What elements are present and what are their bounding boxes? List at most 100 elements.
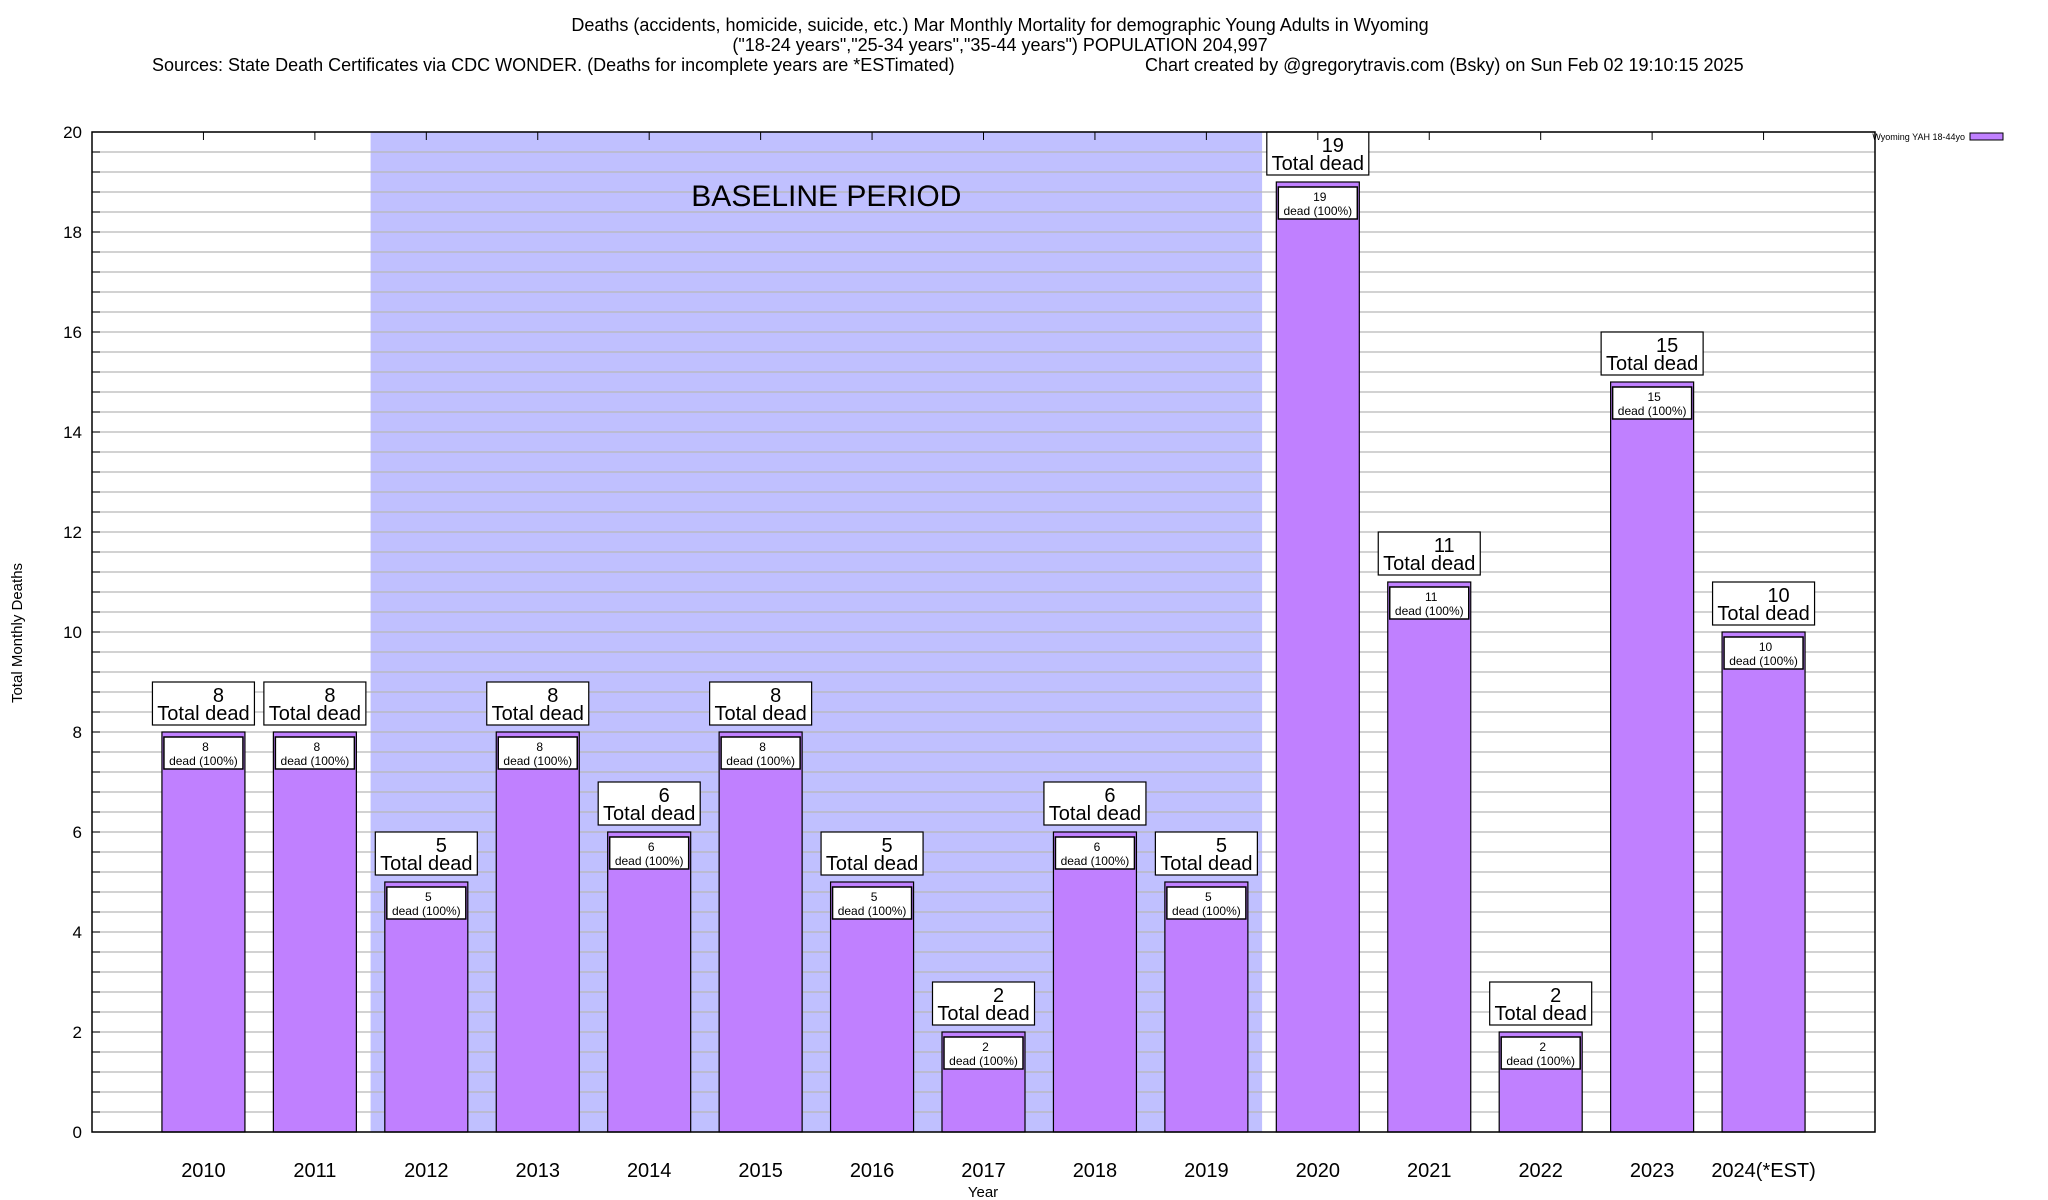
inner-label-value: 5	[871, 890, 878, 904]
inner-label-value: 8	[536, 740, 543, 754]
inner-label-text: dead (100%)	[169, 754, 238, 768]
inner-label-text: dead (100%)	[1395, 604, 1464, 618]
x-tick-label: 2021	[1407, 1160, 1452, 1182]
y-tick-label: 8	[73, 723, 82, 742]
x-tick-label: 2016	[850, 1160, 895, 1182]
y-tick-label: 0	[73, 1123, 82, 1142]
bar-2010	[161, 731, 246, 1133]
inner-label-value: 15	[1647, 390, 1661, 404]
top-label-box	[374, 831, 478, 876]
bar-2011	[272, 731, 357, 1133]
top-label-value: 8	[770, 685, 781, 707]
x-tick-label: 2022	[1518, 1160, 1563, 1182]
inner-label-value: 8	[759, 740, 766, 754]
top-label-text: Total dead	[269, 703, 361, 725]
y-tick-label: 6	[73, 823, 82, 842]
bar-2013	[495, 731, 580, 1133]
top-label-box	[151, 681, 256, 726]
inner-label-box	[386, 886, 467, 920]
top-label-text: Total dead	[1272, 153, 1364, 175]
inner-label-value: 8	[202, 740, 209, 754]
top-label-value: 10	[1767, 585, 1789, 607]
x-tick-label: 2015	[738, 1160, 783, 1182]
top-label-text: Total dead	[1495, 1003, 1587, 1025]
x-tick-label: 2010	[181, 1160, 226, 1182]
inner-label-value: 19	[1313, 190, 1327, 204]
chart-title-line-1: Deaths (accidents, homicide, suicide, et…	[571, 15, 1428, 35]
top-label-box	[1489, 981, 1593, 1026]
inner-label-text: dead (100%)	[1506, 1054, 1575, 1068]
top-label-value: 8	[547, 685, 558, 707]
inner-label-text: dead (100%)	[726, 754, 795, 768]
top-label-text: Total dead	[1606, 353, 1698, 375]
inner-label-text: dead (100%)	[1061, 854, 1130, 868]
inner-label-text: dead (100%)	[281, 754, 350, 768]
top-label-box	[1600, 331, 1704, 376]
inner-label-box	[274, 736, 356, 770]
inner-label-box	[720, 736, 801, 770]
inner-label-text: dead (100%)	[1729, 654, 1798, 668]
top-label-box	[486, 681, 590, 726]
y-tick-label: 20	[63, 123, 82, 142]
x-tick-label: 2017	[961, 1160, 1006, 1182]
inner-label-box	[1166, 886, 1247, 920]
inner-label-text: dead (100%)	[615, 854, 684, 868]
x-tick-label: 2023	[1630, 1160, 1675, 1182]
bar-2015	[718, 731, 803, 1133]
bar-2014	[607, 831, 692, 1133]
chart-title-line-2: ("18-24 years","25-34 years","35-44 year…	[732, 35, 1267, 55]
legend-label: Wyoming YAH 18-44yo	[1872, 132, 1965, 142]
plot-frame	[91, 131, 1876, 1133]
top-label-box	[1154, 831, 1258, 876]
inner-label-box	[943, 1036, 1024, 1070]
top-label-text: Total dead	[826, 853, 918, 875]
inner-label-box	[608, 836, 690, 870]
y-tick-label: 16	[63, 323, 82, 342]
inner-label-text: dead (100%)	[1283, 204, 1352, 218]
top-label-text: Total dead	[603, 803, 695, 825]
inner-label-value: 11	[1425, 590, 1438, 604]
legend-swatch	[1969, 132, 2004, 141]
y-tick-label: 18	[63, 223, 82, 242]
top-label-box	[1711, 581, 1816, 626]
top-label-text: Total dead	[380, 853, 472, 875]
top-label-box	[820, 831, 924, 876]
top-label-text: Total dead	[1383, 553, 1475, 575]
bar-2023	[1610, 381, 1695, 1133]
x-tick-label: 2012	[404, 1160, 449, 1182]
top-label-box	[709, 681, 813, 726]
x-tick-label: 2011	[293, 1160, 336, 1182]
top-label-value: 8	[324, 685, 335, 707]
x-tick-label: 2020	[1296, 1160, 1341, 1182]
inner-label-text: dead (100%)	[949, 1054, 1018, 1068]
baseline-period-label: BASELINE PERIOD	[691, 180, 961, 213]
top-label-value: 5	[882, 835, 893, 857]
y-axis-label: Total Monthly Deaths	[9, 563, 26, 703]
inner-label-value: 10	[1759, 640, 1773, 654]
inner-label-text: dead (100%)	[503, 754, 572, 768]
inner-label-value: 6	[1094, 840, 1101, 854]
x-tick-label: 2019	[1184, 1160, 1229, 1182]
bar-2018	[1052, 831, 1138, 1133]
top-label-value: 2	[1550, 985, 1561, 1007]
inner-label-value: 8	[314, 740, 321, 754]
inner-label-box	[1054, 836, 1136, 870]
inner-label-value: 5	[1205, 890, 1212, 904]
x-tick-label: 2018	[1073, 1160, 1118, 1182]
chart-credit: Chart created by @gregorytravis.com (Bsk…	[1145, 55, 1744, 75]
inner-label-box	[497, 736, 578, 770]
top-label-value: 8	[213, 685, 224, 707]
inner-label-box	[1500, 1036, 1581, 1070]
bar-2016	[829, 881, 915, 1133]
inner-label-value: 2	[1539, 1040, 1546, 1054]
x-tick-label: 2014	[627, 1160, 672, 1182]
chart-sources: Sources: State Death Certificates via CD…	[152, 55, 955, 75]
inner-label-value: 2	[982, 1040, 989, 1054]
top-label-text: Total dead	[492, 703, 584, 725]
inner-label-text: dead (100%)	[392, 904, 461, 918]
top-label-value: 2	[993, 985, 1004, 1007]
y-tick-label: 14	[63, 423, 82, 442]
top-label-text: Total dead	[1160, 853, 1252, 875]
top-label-value: 5	[436, 835, 447, 857]
